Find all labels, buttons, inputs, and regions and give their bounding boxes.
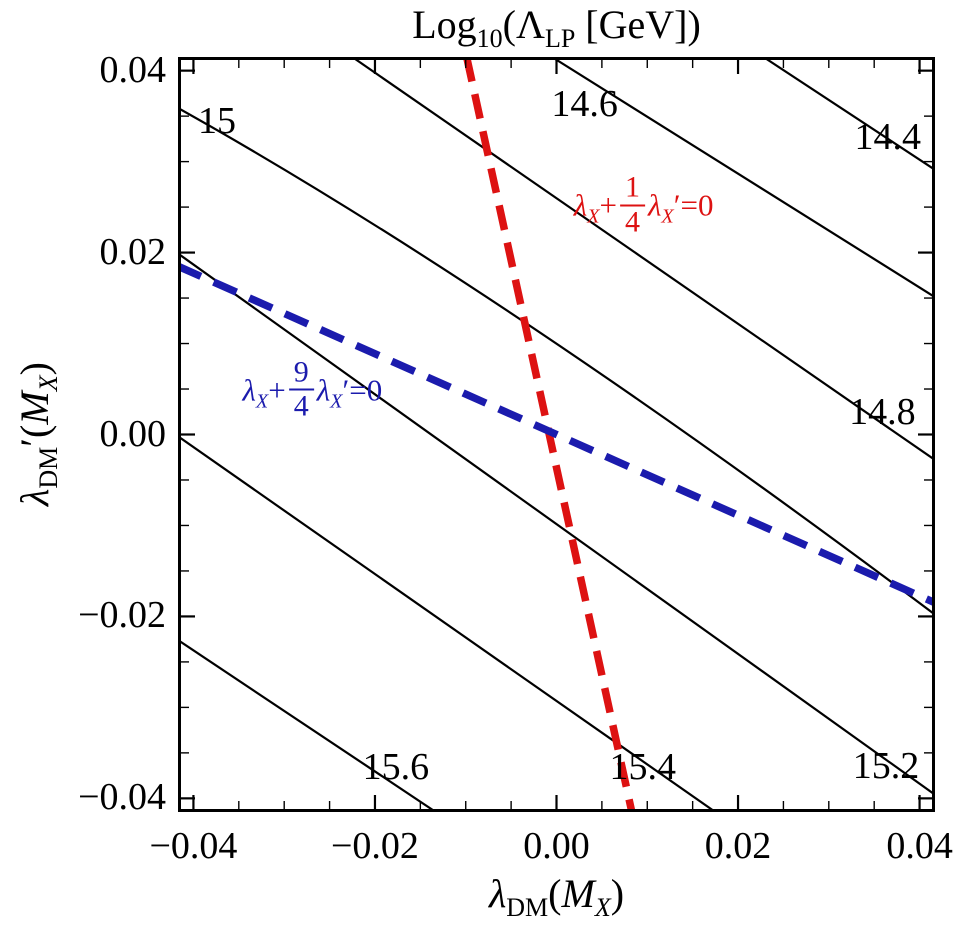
plot-border — [178, 57, 935, 812]
x-subscript: X — [594, 893, 611, 922]
paren-close: ) — [610, 871, 625, 916]
chart-title: Log10(ΛLP [GeV]) — [178, 0, 935, 52]
x-tick-label: 0.04 — [886, 825, 953, 867]
x-tick-label: 0.00 — [523, 825, 590, 867]
contour-plot — [178, 57, 935, 812]
lambda-symbol: λ — [488, 871, 507, 916]
contour-line-14.8 — [351, 57, 935, 461]
paren-open: ( — [548, 871, 562, 916]
x-tick-label: −0.02 — [330, 825, 419, 867]
contour-line-15.2 — [178, 252, 935, 796]
y-tick-label: 0.04 — [99, 48, 167, 91]
contour-line-15 — [178, 106, 935, 616]
contour-line-15.6 — [178, 639, 437, 812]
mass-symbol: M — [561, 871, 595, 916]
x-axis-title: λDM(MX) — [178, 871, 935, 921]
title-lambda: (Λ — [502, 2, 545, 47]
title-log: Log — [412, 2, 477, 47]
x-subscript: X — [34, 375, 63, 392]
blue-constraint-line — [178, 262, 935, 607]
lambda-symbol: λ — [12, 488, 57, 506]
y-tick-label: 0.02 — [99, 230, 167, 273]
title-unit: [GeV]) — [575, 2, 701, 47]
contour-line-14.4 — [762, 57, 935, 171]
contour-line-14.6 — [551, 57, 935, 299]
y-tick-label: 0.00 — [99, 412, 167, 455]
contour-line-15.4 — [178, 435, 716, 812]
y-tick-label: −0.02 — [78, 594, 166, 637]
x-tick-label: 0.02 — [704, 825, 772, 867]
y-tick-label: −0.04 — [78, 776, 166, 819]
title-lp-sub: LP — [544, 24, 576, 53]
x-tick-label: −0.04 — [149, 825, 238, 867]
paren-close: ) — [12, 362, 57, 376]
dm-subscript: DM — [506, 893, 549, 922]
title-log-sub: 10 — [476, 24, 503, 53]
